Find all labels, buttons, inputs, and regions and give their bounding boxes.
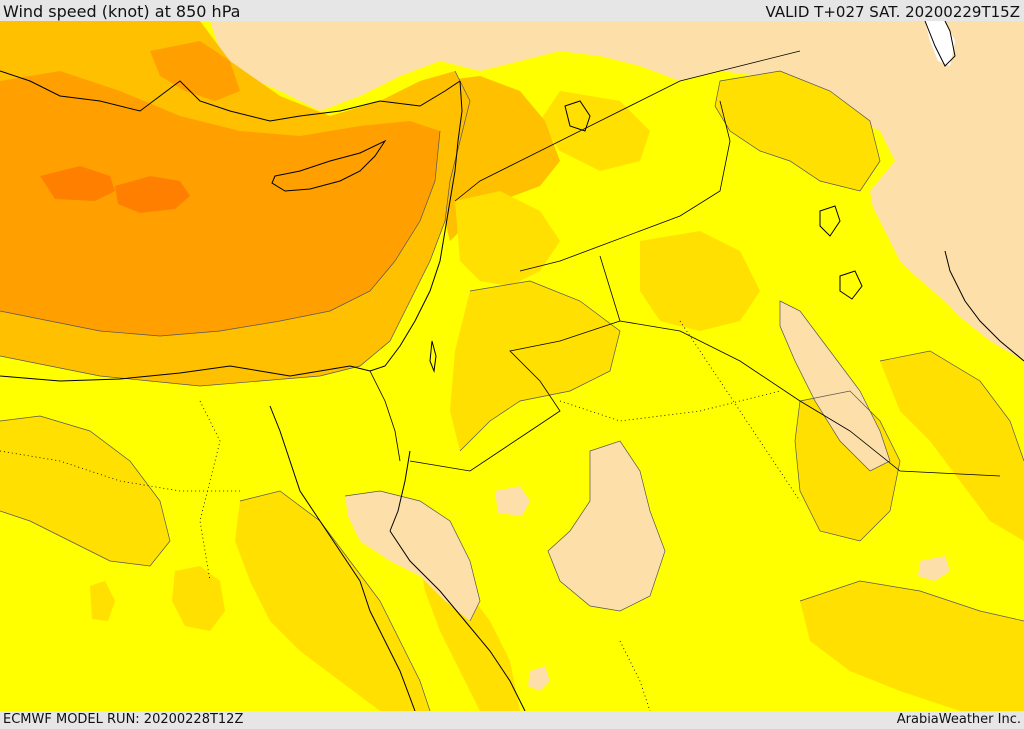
gold-small-2 <box>90 581 115 621</box>
country-borders <box>369 50 1001 477</box>
wheat-patch-small-1 <box>495 486 530 516</box>
gold-small-1 <box>172 566 225 631</box>
wheat-patch-small-2 <box>528 666 550 691</box>
header-bar: Wind speed (knot) at 850 hPa VALID T+027… <box>0 0 1024 21</box>
wheat-patch-sinai <box>345 491 480 621</box>
valid-time: VALID T+027 SAT. 20200229T15Z <box>765 3 1020 21</box>
admin-lines <box>0 320 801 711</box>
orange-zone-mediterranean <box>0 71 440 336</box>
gold-iraq-south <box>640 231 760 331</box>
orange-turkey-north <box>150 41 240 101</box>
map-title: Wind speed (knot) at 850 hPa <box>3 2 241 21</box>
gold-saudi-east <box>880 351 1024 541</box>
wheat-patch-gulf <box>780 301 890 471</box>
gold-patch-iraq <box>715 71 880 191</box>
wheat-patch-saudi <box>548 441 665 611</box>
gold-egypt-west <box>0 416 170 566</box>
gold-arabia-south <box>800 581 1024 711</box>
gold-jordan <box>450 281 620 451</box>
calm-caspian <box>925 21 955 66</box>
credit-label: ArabiaWeather Inc. <box>896 712 1021 727</box>
coastlines <box>0 21 1024 711</box>
footer-bar: ECMWF MODEL RUN: 20200228T12Z ArabiaWeat… <box>0 711 1024 729</box>
gold-lebanon <box>455 191 560 286</box>
map-canvas <box>0 21 1024 711</box>
gold-red-sea-west <box>235 491 430 711</box>
wheat-patch-small-3 <box>918 556 950 581</box>
dark-orange-core-2 <box>115 176 190 213</box>
wind-speed-map <box>0 21 1024 711</box>
gold-patch-syria-east <box>540 91 650 171</box>
model-run-label: ECMWF MODEL RUN: 20200228T12Z <box>3 712 244 727</box>
dark-orange-core-1 <box>40 166 115 201</box>
